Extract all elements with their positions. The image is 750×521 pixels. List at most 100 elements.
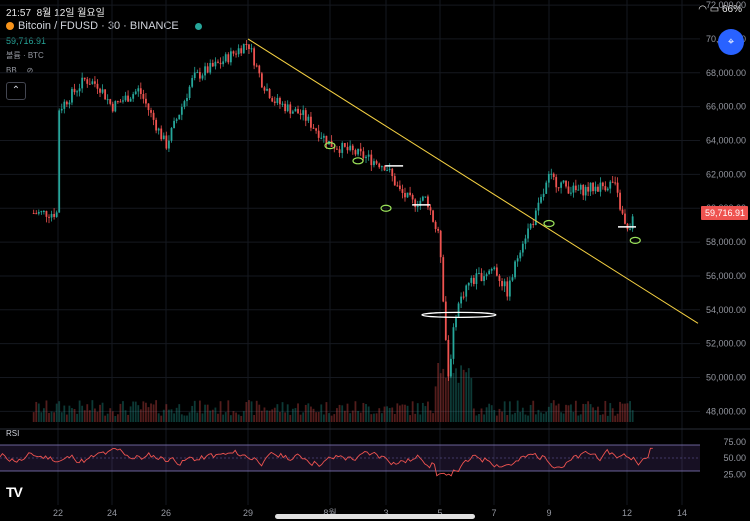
candle-body (616, 182, 619, 193)
volume-bar (83, 410, 86, 422)
volume-bar (419, 414, 422, 422)
candle-body (206, 66, 209, 73)
candle-body (584, 186, 587, 196)
candle-body (587, 186, 590, 192)
volume-bar (227, 400, 230, 422)
candle-body (180, 106, 183, 115)
candle-body (467, 282, 470, 286)
candle-body (579, 184, 582, 190)
volume-bar (199, 400, 201, 422)
bb-legend[interactable]: BB ⊘ (6, 66, 33, 75)
candle-body (349, 145, 352, 151)
volume-bar (168, 409, 170, 422)
candle-body (211, 62, 214, 67)
collapse-legend-button[interactable]: ⌃ (6, 82, 26, 100)
candle-body (457, 303, 460, 318)
candle-body (248, 44, 250, 50)
candle-body (582, 184, 585, 196)
volume-bar (196, 412, 199, 422)
candle-body (175, 119, 178, 121)
candle-body (71, 88, 73, 103)
candle-body (562, 180, 565, 183)
candle-body (434, 221, 437, 229)
candle-body (214, 61, 217, 67)
volume-bar (317, 412, 320, 422)
volume-bars (32, 362, 634, 422)
volume-bar (555, 405, 558, 422)
volume-bar (273, 407, 276, 422)
eye-off-icon[interactable]: ⊘ (26, 66, 34, 75)
volume-bar (65, 414, 68, 422)
candle-body (219, 62, 222, 65)
volume-bar (58, 401, 61, 422)
volume-bar (365, 403, 367, 422)
candle-body (191, 78, 194, 87)
time-tick-label: 12 (622, 508, 632, 518)
volume-bar (68, 405, 71, 422)
volume-bar (237, 414, 240, 422)
candle-body (401, 189, 404, 193)
candle-body (268, 88, 271, 99)
candle-body (173, 120, 175, 129)
volume-bar (584, 404, 587, 422)
volume-bar (631, 410, 634, 422)
candles (32, 40, 634, 381)
volume-bar (508, 401, 511, 422)
price-tick-label: 66,000.00 (706, 102, 746, 112)
marker-ellipse (380, 204, 392, 212)
candle-body (537, 202, 540, 211)
volume-bar (362, 402, 365, 422)
candle-body (116, 101, 119, 103)
price-tick-label: 50,000.00 (706, 373, 746, 383)
volume-bar (206, 404, 209, 422)
volume-bar (336, 408, 338, 422)
volume-bar (485, 407, 488, 422)
volume-bar (524, 414, 527, 422)
volume-bar (619, 401, 621, 422)
volume-bar (328, 413, 330, 422)
battery-icon: ▭ (709, 4, 720, 15)
volume-bar (45, 400, 48, 422)
volume-bar (393, 414, 396, 422)
volume-bar (614, 415, 617, 422)
candle-body (343, 143, 346, 147)
candle-body (599, 182, 602, 192)
volume-bar (109, 408, 112, 422)
volume-bar (157, 413, 160, 422)
volume-bar (78, 400, 81, 422)
volume-bar (391, 407, 394, 422)
volume-bar (127, 414, 129, 422)
price-tick-label: 72,000.00 (706, 0, 746, 10)
volume-legend[interactable]: 볼륨 · BTC (6, 51, 44, 60)
volume-bar (537, 409, 540, 422)
quick-action-button[interactable]: ⌖ (718, 29, 744, 55)
volume-bar (370, 414, 373, 422)
volume-bar (534, 414, 537, 422)
candle-body (393, 176, 396, 186)
volume-bar (501, 411, 503, 422)
volume-bar (506, 415, 509, 422)
volume-bar (63, 405, 66, 422)
bitcoin-icon (6, 22, 14, 30)
volume-bar (222, 414, 225, 422)
bb-label: BB (6, 66, 17, 75)
volume-bar (472, 408, 475, 422)
candle-body (209, 62, 212, 73)
volume-bar (562, 413, 565, 422)
volume-bar (579, 414, 582, 422)
price-tick-label: 56,000.00 (706, 271, 746, 281)
volume-bar (450, 363, 452, 422)
volume-bar (357, 410, 359, 422)
candle-body (462, 296, 465, 298)
candle-body (529, 223, 532, 229)
volume-bar (155, 400, 158, 422)
candle-body (302, 110, 305, 115)
volume-bar (457, 382, 460, 422)
candle-body (359, 148, 362, 152)
volume-bar (375, 413, 378, 422)
volume-bar (268, 410, 271, 422)
crosshair-icon: ⌖ (727, 36, 735, 48)
candle-body (621, 209, 624, 214)
candle-body (325, 135, 328, 145)
